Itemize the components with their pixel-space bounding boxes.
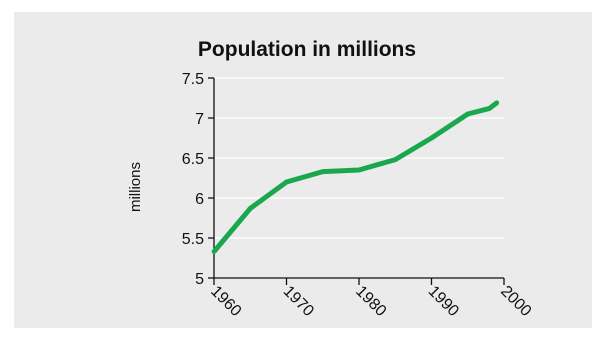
data-point [429,135,434,141]
y-tick-label: 7.5 [182,71,204,88]
data-point [465,111,471,117]
grid-lines [214,77,504,239]
x-tick-label: 2000 [497,283,534,320]
x-tick-label: 1970 [280,283,317,320]
data-point [211,249,217,255]
data-point [487,106,492,111]
data-point [320,169,326,175]
y-axis-label: millions [127,162,144,212]
x-tick-label: 1980 [352,283,389,320]
y-tick-label: 5.5 [182,231,204,248]
data-point [494,100,500,106]
data-series [211,100,500,255]
y-tick-label: 5 [195,271,204,288]
y-tick-label: 7 [195,111,204,128]
y-tick-label: 6.5 [182,151,204,168]
x-tick-label: 1960 [207,283,244,320]
y-tick-label: 6 [195,191,204,208]
data-point [247,206,253,211]
data-point [284,179,289,185]
data-point [392,157,398,163]
x-tick-label: 1990 [425,283,462,320]
chart-panel [14,12,592,328]
population-line [212,100,499,254]
data-point [356,167,362,173]
chart-title: Population in millions [198,38,416,61]
axes [208,77,505,285]
